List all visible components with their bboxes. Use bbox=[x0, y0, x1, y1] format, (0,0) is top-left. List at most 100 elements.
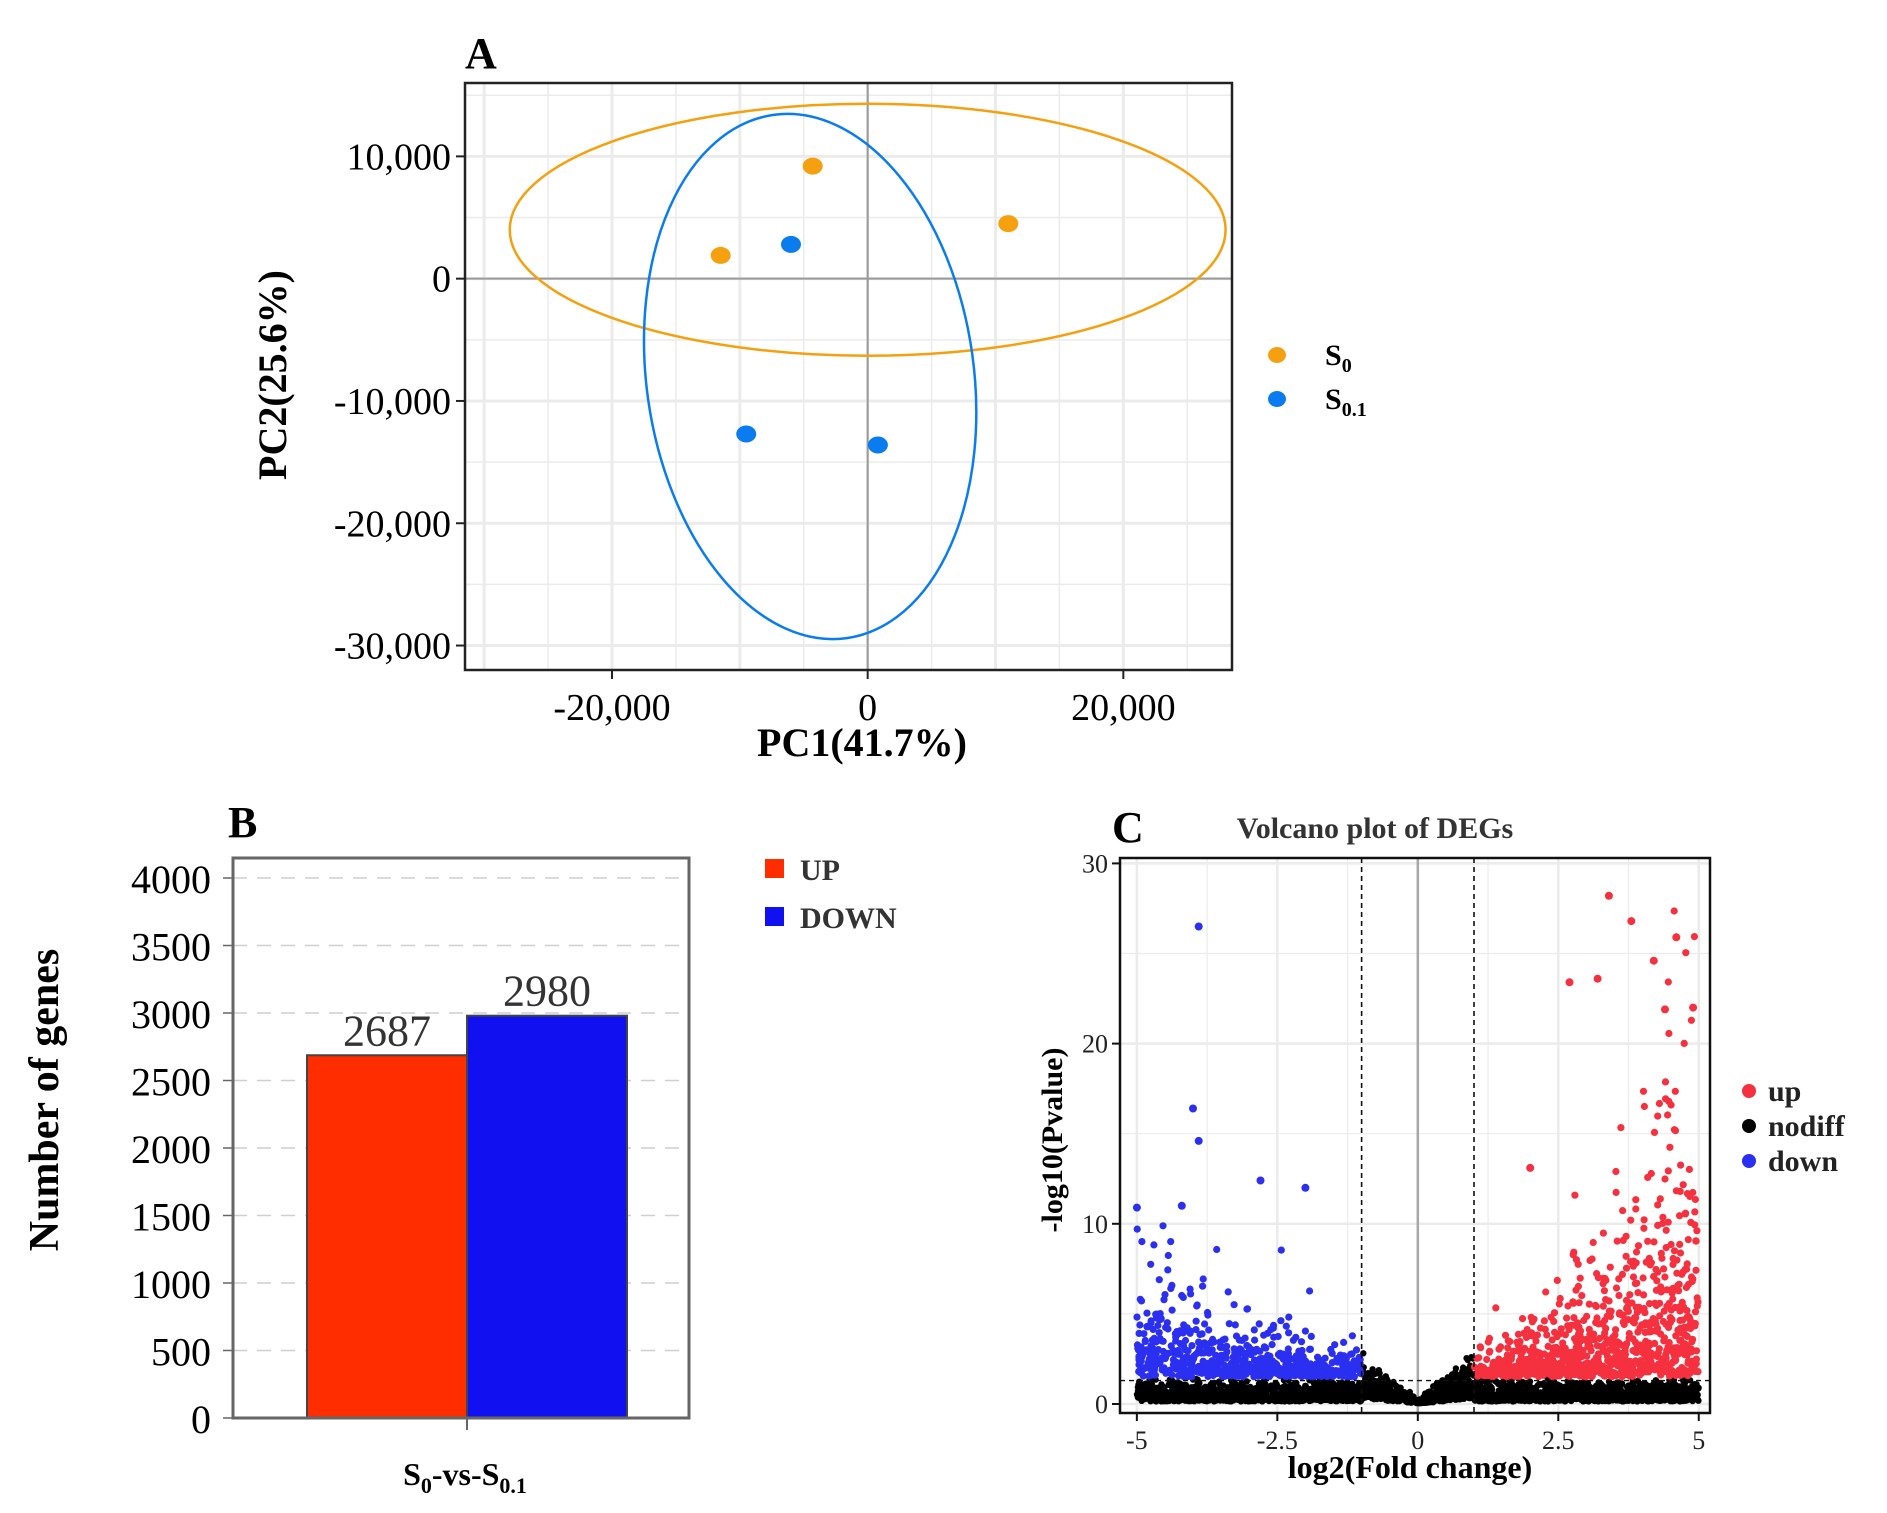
volcano-point bbox=[1684, 1236, 1692, 1244]
volcano-point bbox=[1639, 1274, 1647, 1282]
volcano-point bbox=[1669, 1285, 1677, 1293]
volcano-point bbox=[1691, 1308, 1700, 1316]
volcano-point bbox=[1622, 1296, 1631, 1304]
volcano-point bbox=[1689, 1003, 1698, 1012]
volcano-point bbox=[1444, 1383, 1452, 1391]
panel-label-c: C bbox=[1112, 803, 1144, 852]
pca-point bbox=[867, 436, 888, 454]
volcano-point bbox=[1489, 1362, 1497, 1370]
pca-legend-label: S0.1 bbox=[1325, 383, 1367, 421]
pca-y-tick-label: 10,000 bbox=[347, 136, 452, 178]
volcano-point bbox=[1672, 1395, 1679, 1402]
volcano-point bbox=[1659, 1362, 1667, 1370]
volcano-point bbox=[1345, 1380, 1352, 1387]
volcano-point bbox=[1639, 1087, 1648, 1095]
volcano-point bbox=[1285, 1329, 1293, 1337]
volcano-point bbox=[1630, 1257, 1638, 1265]
volcano-point bbox=[1135, 1346, 1143, 1354]
volcano-point bbox=[1161, 1291, 1169, 1299]
volcano-point bbox=[1592, 1302, 1600, 1310]
volcano-point bbox=[1557, 1325, 1565, 1333]
volcano-point bbox=[1664, 1167, 1672, 1175]
volcano-point bbox=[1193, 1302, 1201, 1310]
volcano-point bbox=[1626, 1291, 1634, 1299]
volcano-point bbox=[1627, 917, 1636, 926]
volcano-point bbox=[1186, 1285, 1194, 1293]
volcano-point bbox=[1203, 1308, 1212, 1317]
volcano-point bbox=[1603, 1394, 1611, 1401]
volcano-point bbox=[1167, 1284, 1175, 1293]
volcano-point bbox=[1260, 1366, 1268, 1374]
volcano-point bbox=[1152, 1349, 1160, 1357]
volcano-point bbox=[1593, 1362, 1601, 1370]
volcano-point bbox=[1483, 1355, 1491, 1364]
pca-point bbox=[780, 235, 801, 253]
volcano-point bbox=[1294, 1365, 1303, 1374]
volcano-point bbox=[1140, 1330, 1148, 1338]
volcano-point bbox=[1640, 1291, 1648, 1299]
volcano-point bbox=[1367, 1387, 1374, 1394]
volcano-point bbox=[1588, 1330, 1596, 1338]
volcano-point bbox=[1679, 1316, 1687, 1324]
volcano-point bbox=[1252, 1371, 1261, 1379]
volcano-point bbox=[1555, 1300, 1563, 1308]
volcano-point bbox=[1252, 1387, 1259, 1394]
volcano-point bbox=[1585, 1300, 1593, 1308]
volcano-point bbox=[1423, 1397, 1430, 1405]
volcano-point bbox=[1628, 1299, 1636, 1307]
volcano-point bbox=[1578, 1292, 1586, 1300]
volcano-point bbox=[1477, 1344, 1485, 1352]
volcano-point bbox=[1602, 1296, 1610, 1304]
volcano-point bbox=[1574, 1260, 1582, 1268]
volcano-legend-label: up bbox=[1768, 1075, 1801, 1108]
volcano-point bbox=[1492, 1304, 1500, 1312]
volcano-point bbox=[1528, 1318, 1536, 1326]
volcano-point bbox=[1593, 1314, 1601, 1322]
pca-point bbox=[710, 246, 731, 264]
volcano-point bbox=[1458, 1393, 1466, 1401]
bar-y-tick-label: 2000 bbox=[131, 1127, 211, 1172]
volcano-point bbox=[1242, 1362, 1250, 1370]
pca-y-ticks: 10,000 0 -10,000 -20,000 -30,000 bbox=[334, 136, 465, 668]
volcano-point bbox=[1133, 1225, 1141, 1233]
volcano-point bbox=[1658, 1254, 1666, 1262]
volcano-point bbox=[1301, 1327, 1309, 1335]
volcano-y-tick-label: 30 bbox=[1082, 849, 1108, 878]
volcano-point bbox=[1356, 1367, 1364, 1376]
volcano-point bbox=[1609, 1389, 1616, 1397]
volcano-point bbox=[1650, 1128, 1659, 1136]
volcano-point bbox=[1664, 978, 1672, 986]
volcano-point bbox=[1682, 1283, 1690, 1291]
volcano-point bbox=[1606, 1263, 1614, 1271]
volcano-point bbox=[1245, 1343, 1253, 1351]
volcano-point bbox=[1172, 1333, 1180, 1341]
volcano-point bbox=[1629, 1347, 1637, 1355]
bar-y-axis-label: Number of genes bbox=[22, 949, 68, 1252]
volcano-point bbox=[1312, 1360, 1320, 1368]
volcano-point bbox=[1586, 1384, 1593, 1391]
volcano-point bbox=[1594, 1352, 1602, 1360]
volcano-point bbox=[1256, 1355, 1264, 1363]
volcano-point bbox=[1527, 1352, 1535, 1361]
volcano-point bbox=[1567, 1392, 1575, 1400]
volcano-legend-label: down bbox=[1768, 1145, 1838, 1178]
volcano-point bbox=[1680, 1039, 1688, 1047]
volcano-point bbox=[1183, 1353, 1191, 1361]
volcano-point bbox=[1553, 1276, 1561, 1284]
volcano-point bbox=[1501, 1331, 1510, 1339]
volcano-point bbox=[1572, 1286, 1580, 1294]
volcano-point bbox=[1664, 1218, 1672, 1226]
volcano-legend-label: nodiff bbox=[1768, 1110, 1846, 1143]
volcano-point bbox=[1582, 1397, 1590, 1404]
volcano-point bbox=[1134, 1391, 1141, 1399]
volcano-point bbox=[1150, 1384, 1157, 1391]
volcano-point bbox=[1147, 1317, 1155, 1325]
volcano-point bbox=[1298, 1346, 1306, 1355]
volcano-point bbox=[1317, 1379, 1324, 1387]
volcano-point bbox=[1620, 1368, 1628, 1376]
volcano-point bbox=[1669, 1254, 1677, 1263]
volcano-point bbox=[1336, 1380, 1343, 1388]
pca-y-tick-label: -30,000 bbox=[334, 626, 451, 668]
